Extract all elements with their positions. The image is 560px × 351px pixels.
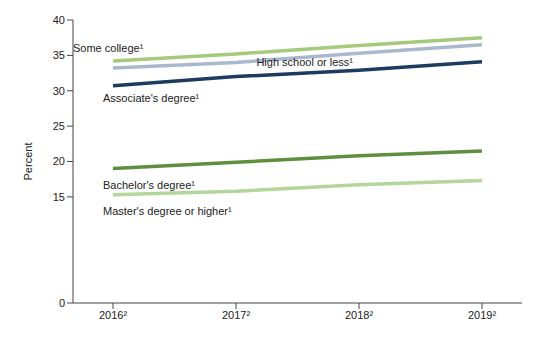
svg-text:35: 35 xyxy=(53,49,65,61)
svg-text:40: 40 xyxy=(53,14,65,26)
svg-text:2018²: 2018² xyxy=(345,309,373,321)
svg-text:2019²: 2019² xyxy=(468,309,496,321)
svg-text:25: 25 xyxy=(53,120,65,132)
svg-text:2016²: 2016² xyxy=(99,309,127,321)
svg-text:Some college¹: Some college¹ xyxy=(73,42,144,54)
svg-text:Percent: Percent xyxy=(22,143,34,181)
svg-text:High school or less¹: High school or less¹ xyxy=(256,56,353,68)
svg-text:20: 20 xyxy=(53,155,65,167)
svg-text:Master's degree or higher¹: Master's degree or higher¹ xyxy=(103,205,232,217)
svg-text:2017²: 2017² xyxy=(222,309,250,321)
svg-text:30: 30 xyxy=(53,85,65,97)
svg-text:Associate's degree¹: Associate's degree¹ xyxy=(103,92,200,104)
svg-text:Bachelor's degree¹: Bachelor's degree¹ xyxy=(103,179,195,191)
svg-text:0: 0 xyxy=(59,297,65,309)
svg-text:15: 15 xyxy=(53,191,65,203)
